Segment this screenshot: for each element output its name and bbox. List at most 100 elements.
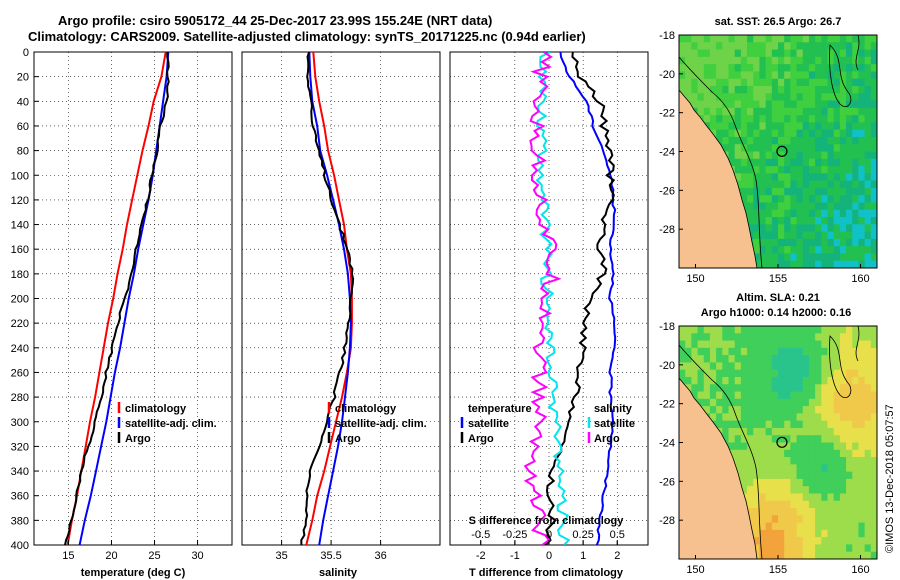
map-cell [833,64,841,73]
map-cell [864,376,872,385]
map-cell [870,56,877,65]
map-cell [852,340,860,349]
map-cell [753,362,761,371]
map-cell [858,500,866,509]
map-cell [852,56,860,65]
map-cell [796,486,804,495]
map-cell [722,333,730,342]
map-cell [753,435,761,444]
map-cell [784,195,791,204]
map-cell [765,166,773,174]
map-cell [870,217,877,225]
map-cell [778,238,785,247]
map-cell [685,369,692,378]
map-cell [778,471,785,480]
map-cell [864,326,872,334]
map-cell [833,340,841,349]
map-cell [778,413,785,422]
map-cell [716,100,723,109]
map-cell [778,355,785,364]
map-cell [691,391,699,400]
map-cell [870,246,877,255]
map-cell [802,260,810,268]
map-cell [753,71,761,80]
map-cell [858,195,866,204]
map-cell [833,493,841,502]
map-cell [784,449,791,458]
map-cell [827,413,835,422]
map-cell [771,129,779,138]
map-cell [864,195,872,204]
map-cell [864,35,872,43]
map-cell [790,340,798,349]
map-cell [697,93,705,102]
map-cell [796,93,804,102]
map-cell [778,529,785,538]
map-cell [846,435,853,444]
map-cell [846,56,853,65]
map-cell [802,100,810,109]
map-cell [778,129,785,138]
map-cell [709,347,717,356]
map-cell [808,384,816,393]
sla-map-coastline [679,377,758,559]
map-cell [697,376,705,385]
map-cell [796,369,804,378]
map-cell [790,442,798,451]
map-cell [870,49,877,58]
map-cell [808,253,816,262]
map-cell [796,420,804,429]
map-cell [753,369,761,378]
map-cell [691,376,699,385]
map-cell [778,537,785,546]
map-cell [790,231,798,240]
map-cell [821,158,829,167]
map-cell [771,391,779,400]
map-cell [771,64,779,73]
map-cell [790,100,798,109]
map-cell [864,427,872,436]
map-cell [709,42,717,51]
map-cell [790,144,798,153]
map-cell [790,508,798,516]
map-cell [839,427,847,436]
x-tick-label: 20 [105,550,117,562]
difference-legend-temperature-title: temperature [468,403,532,415]
map-cell [679,355,686,364]
map-cell [808,64,816,73]
map-cell [771,333,779,342]
map-cell [852,224,860,233]
map-cell [716,49,723,58]
map-cell [827,253,835,262]
map-cell [864,420,872,429]
map-cell [784,209,791,218]
map-cell [722,122,730,131]
map-cell [778,202,785,211]
map-cell [790,537,798,546]
map-cell [839,384,847,393]
map-cell [728,442,736,451]
map-cell [728,413,736,422]
y-tick-label: 380 [11,515,29,527]
map-cell [765,544,773,553]
map-cell [759,442,767,451]
map-cell [858,413,866,422]
map-cell [778,64,785,73]
map-cell [796,384,804,393]
map-y-tick-label: -20 [659,360,675,372]
y-tick-label: 360 [11,491,29,503]
temperature-legend-climatology: climatology [125,403,187,415]
map-cell [858,85,866,94]
map-cell [796,493,804,502]
map-cell [784,471,791,480]
map-cell [747,209,754,218]
sst-map-coastline [679,89,758,268]
map-cell [728,158,736,167]
map-cell [808,544,816,553]
map-cell [833,347,841,356]
map-cell [846,442,853,451]
x-tick-label: -2 [476,550,486,562]
map-cell [858,529,866,538]
map-cell [833,362,841,371]
map-cell [796,56,804,65]
